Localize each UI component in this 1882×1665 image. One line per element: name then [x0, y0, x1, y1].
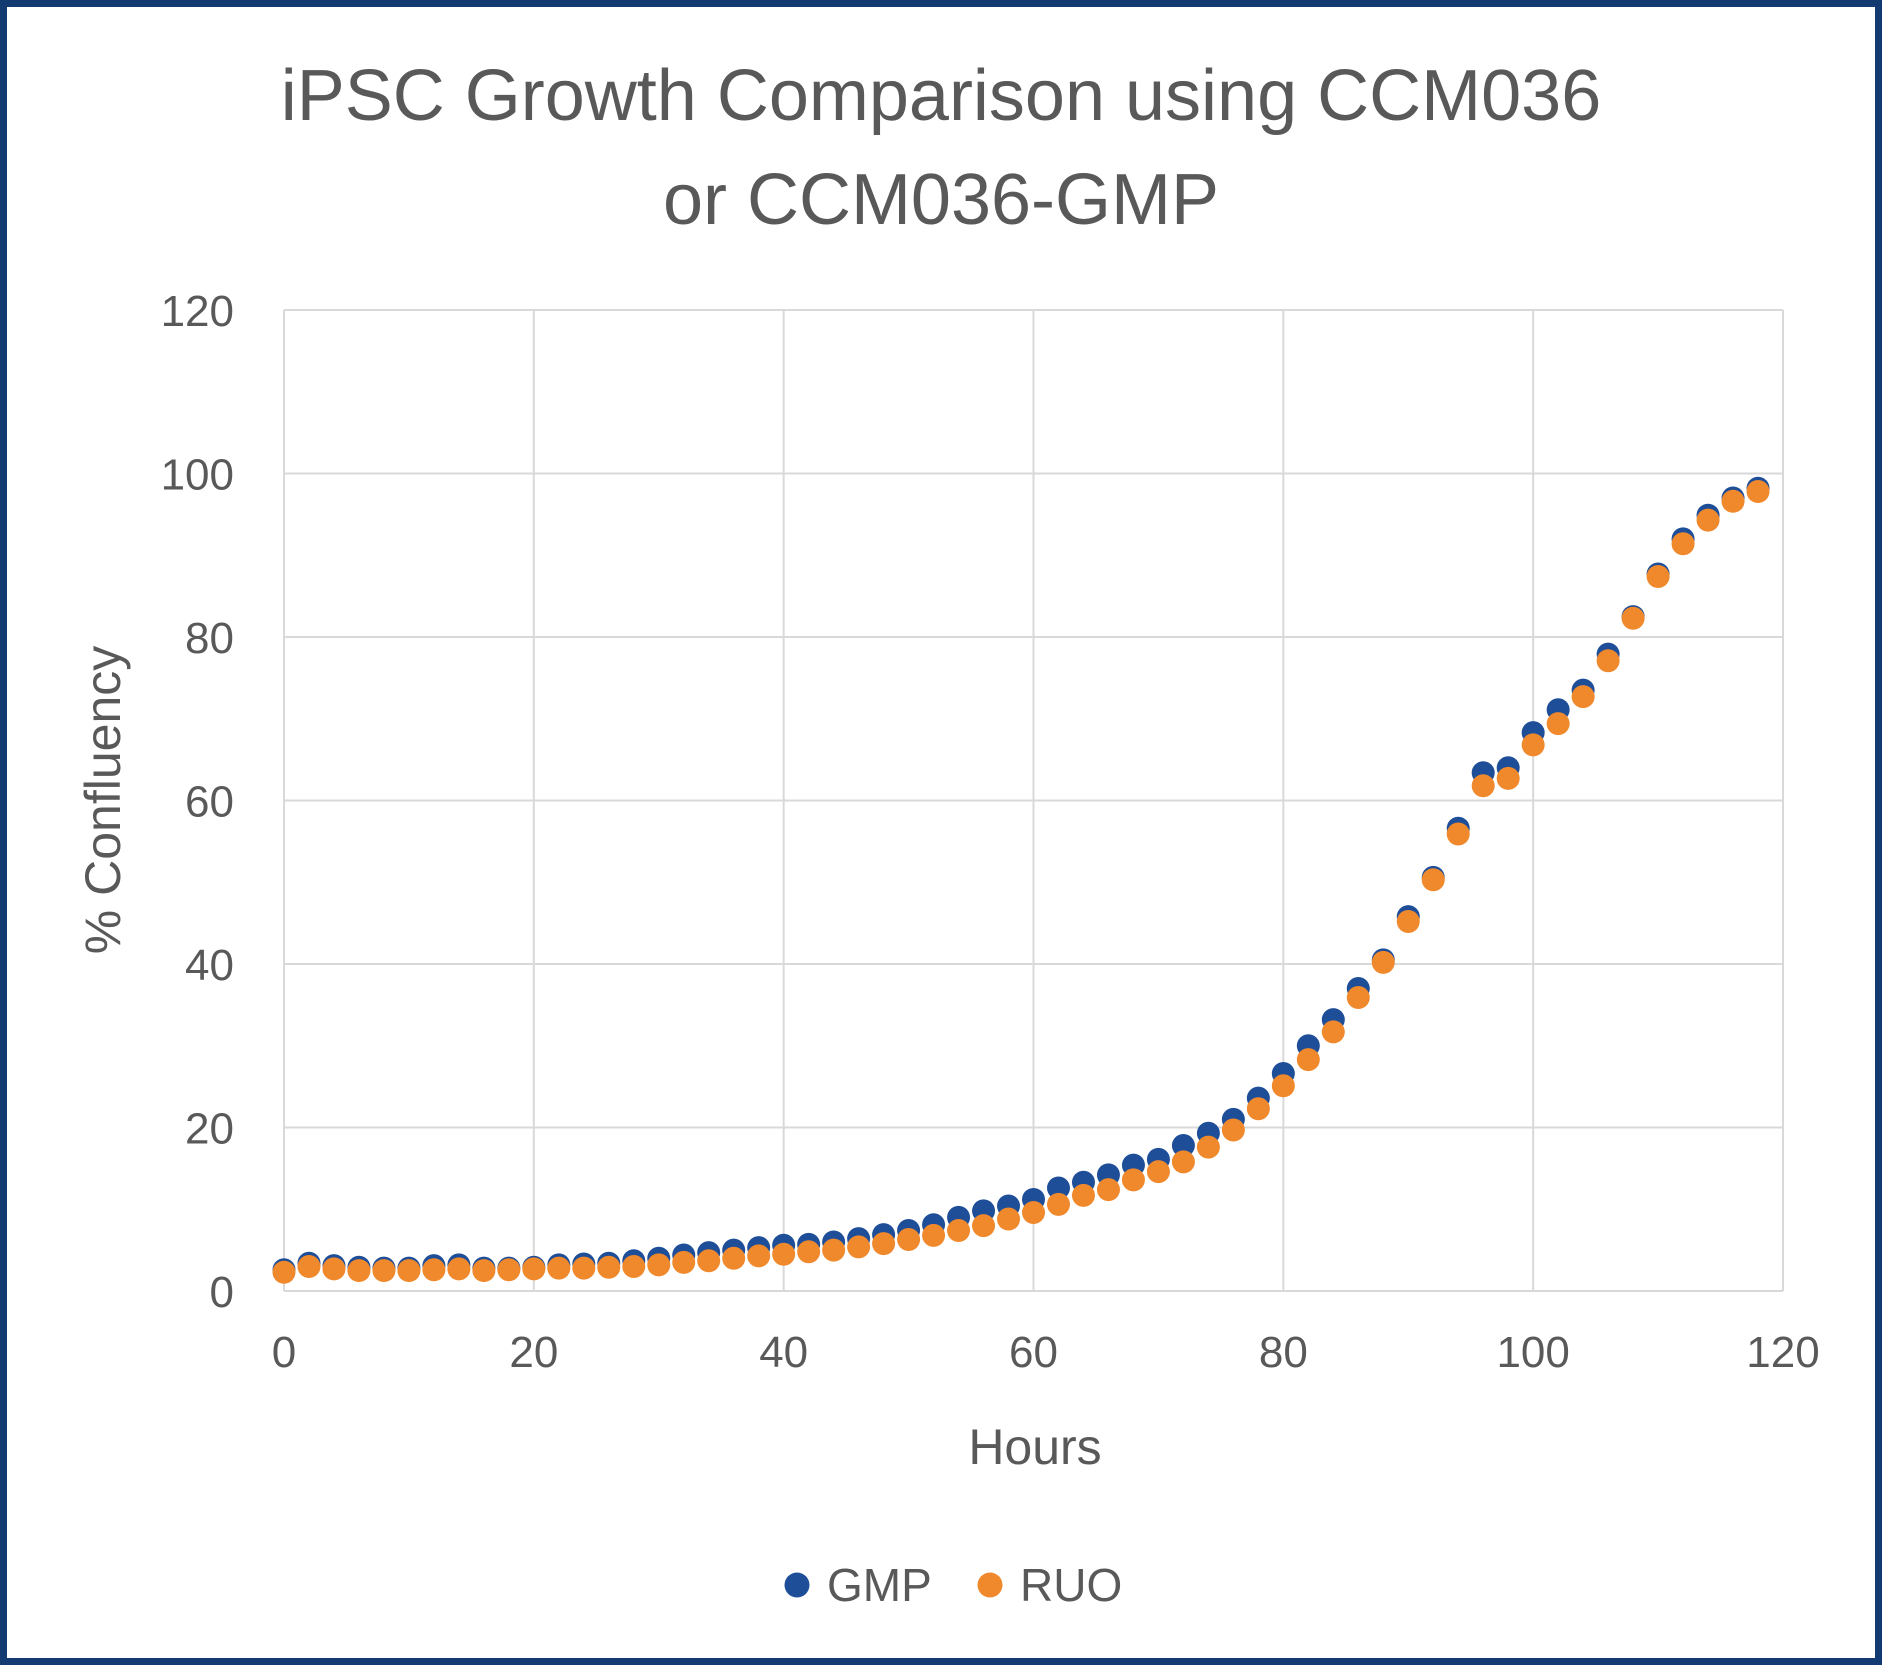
y-tick-label: 100: [161, 451, 234, 500]
data-point-ruo: [922, 1223, 946, 1247]
data-point-ruo: [697, 1249, 721, 1273]
data-point-ruo: [1446, 822, 1470, 846]
data-point-ruo: [1121, 1168, 1145, 1192]
data-point-ruo: [972, 1214, 996, 1238]
data-point-ruo: [1721, 489, 1745, 513]
x-tick-label: 20: [509, 1328, 558, 1377]
data-point-ruo: [1746, 479, 1770, 503]
data-point-ruo: [1621, 606, 1645, 630]
x-tick-label: 0: [272, 1328, 296, 1377]
data-point-ruo: [672, 1250, 696, 1274]
data-point-ruo: [347, 1259, 371, 1283]
data-point-ruo: [1596, 649, 1620, 673]
data-point-ruo: [1496, 766, 1520, 790]
data-point-ruo: [997, 1207, 1021, 1231]
x-axis-label: Hours: [968, 1419, 1101, 1475]
data-point-ruo: [597, 1255, 621, 1279]
y-tick-label: 0: [210, 1268, 234, 1317]
legend-label-ruo: RUO: [1020, 1559, 1122, 1611]
data-point-ruo: [1146, 1160, 1170, 1184]
data-point-ruo: [1196, 1135, 1220, 1159]
x-tick-label: 60: [1009, 1328, 1058, 1377]
data-point-ruo: [1071, 1183, 1095, 1207]
data-point-ruo: [1221, 1118, 1245, 1142]
x-tick-label: 40: [759, 1328, 808, 1377]
data-point-ruo: [797, 1240, 821, 1264]
data-point-gmp: [1171, 1133, 1195, 1157]
data-point-ruo: [372, 1259, 396, 1283]
data-point-ruo: [422, 1258, 446, 1282]
data-point-ruo: [1646, 565, 1670, 589]
legend-label-gmp: GMP: [827, 1559, 932, 1611]
data-point-gmp: [1046, 1176, 1070, 1200]
data-point-ruo: [947, 1219, 971, 1243]
data-point-ruo: [297, 1254, 321, 1278]
data-point-ruo: [1022, 1201, 1045, 1225]
y-tick-label: 20: [185, 1105, 234, 1154]
data-point-ruo: [322, 1257, 346, 1281]
data-point-ruo: [1571, 685, 1595, 709]
data-point-ruo: [1096, 1178, 1120, 1202]
data-point-ruo: [1371, 950, 1395, 974]
data-point-ruo: [447, 1257, 471, 1281]
legend-marker-ruo: [977, 1572, 1003, 1598]
data-point-ruo: [572, 1256, 596, 1280]
data-point-ruo: [1546, 712, 1570, 736]
data-point-ruo: [1696, 508, 1720, 532]
data-point-ruo: [1171, 1150, 1195, 1174]
data-point-ruo: [547, 1256, 571, 1280]
data-point-ruo: [397, 1259, 421, 1283]
data-point-ruo: [472, 1259, 496, 1283]
chart-title-line: or CCM036-GMP: [663, 160, 1219, 240]
y-axis-label: % Confluency: [75, 646, 131, 955]
data-point-ruo: [1296, 1048, 1320, 1072]
data-point-ruo: [1271, 1074, 1295, 1098]
data-point-ruo: [872, 1232, 896, 1256]
data-point-ruo: [622, 1254, 646, 1278]
data-point-ruo: [1421, 868, 1445, 892]
data-point-ruo: [747, 1244, 771, 1268]
data-point-ruo: [647, 1253, 671, 1277]
y-tick-label: 40: [185, 941, 234, 990]
data-point-ruo: [1321, 1020, 1345, 1044]
data-point-ruo: [1396, 909, 1420, 933]
data-point-ruo: [1671, 532, 1695, 556]
chart-title-line: iPSC Growth Comparison using CCM036: [281, 56, 1602, 136]
data-point-ruo: [272, 1260, 296, 1284]
x-tick-label: 100: [1496, 1328, 1569, 1377]
data-point-ruo: [522, 1257, 546, 1281]
data-point-ruo: [497, 1258, 521, 1282]
data-point-ruo: [897, 1227, 921, 1251]
data-point-ruo: [1346, 986, 1370, 1010]
y-tick-label: 120: [161, 287, 234, 336]
data-point-ruo: [722, 1246, 746, 1270]
x-tick-label: 120: [1746, 1328, 1819, 1377]
data-point-ruo: [1471, 774, 1495, 798]
y-tick-label: 80: [185, 614, 234, 663]
x-tick-label: 80: [1259, 1328, 1308, 1377]
legend-marker-gmp: [784, 1572, 810, 1598]
data-point-ruo: [847, 1235, 871, 1259]
data-point-ruo: [772, 1242, 796, 1266]
data-point-ruo: [822, 1238, 846, 1262]
data-point-ruo: [1246, 1097, 1270, 1121]
y-tick-label: 60: [185, 778, 234, 827]
data-point-ruo: [1046, 1192, 1070, 1216]
data-point-ruo: [1521, 733, 1545, 757]
